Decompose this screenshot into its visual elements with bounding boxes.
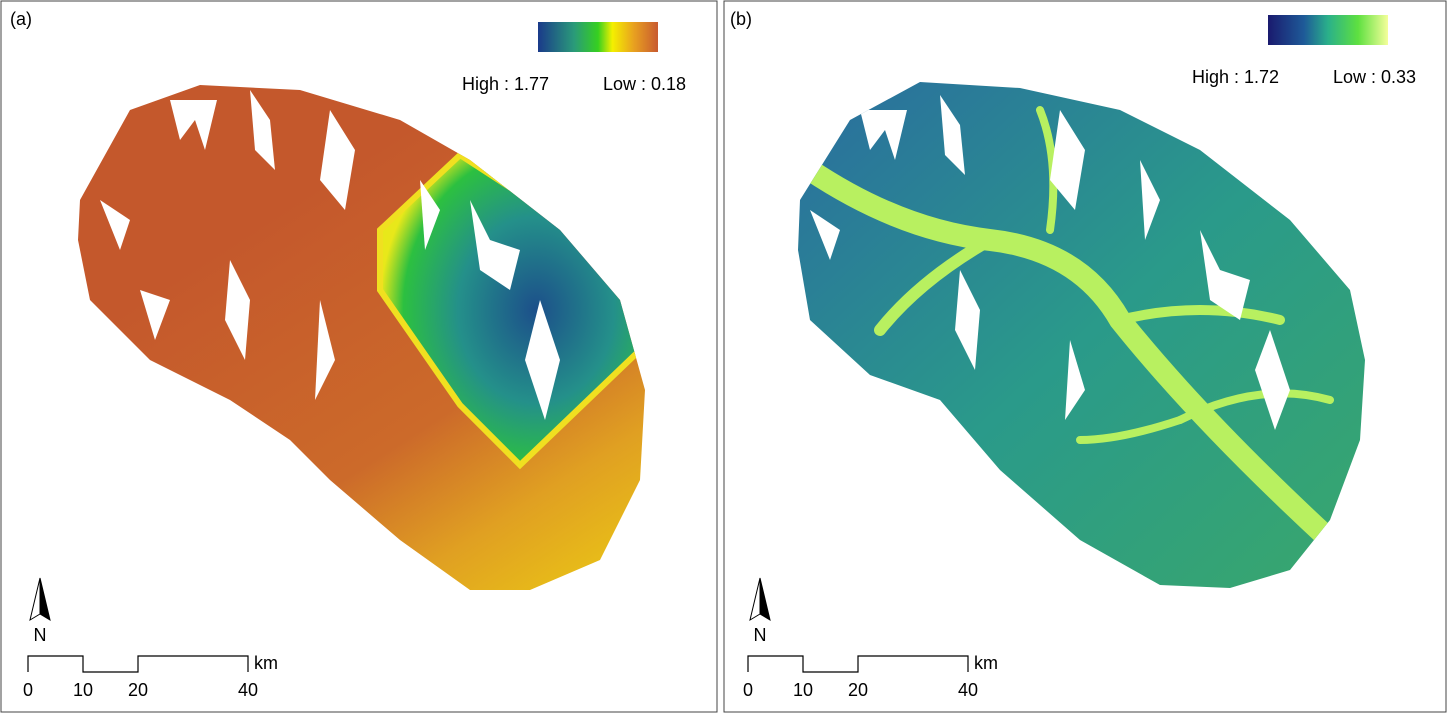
north-arrow	[39, 577, 51, 622]
legend-high: High : 1.77	[462, 74, 549, 94]
legend-high: High : 1.72	[1192, 67, 1279, 87]
north-arrow	[29, 577, 41, 622]
panel-frame	[723, 0, 1447, 713]
scale-bar	[27, 655, 249, 673]
scale-label: 40	[238, 680, 258, 700]
scale-label: 20	[848, 680, 868, 700]
north-label: N	[754, 625, 767, 645]
scale-label: 40	[958, 680, 978, 700]
legend-ramp	[538, 22, 658, 52]
scale-unit: km	[254, 653, 278, 673]
panel-label: (b)	[730, 9, 752, 29]
scale-label: 0	[743, 680, 753, 700]
scale-label: 10	[73, 680, 93, 700]
panel-frame	[0, 0, 718, 713]
scale-bar	[747, 655, 969, 673]
raster-map	[798, 82, 1365, 588]
scale-label: 20	[128, 680, 148, 700]
raster-map	[78, 85, 645, 590]
scale-label: 10	[793, 680, 813, 700]
north-arrow	[749, 577, 761, 622]
legend-ramp	[1268, 15, 1388, 45]
panel-label: (a)	[10, 9, 32, 29]
legend-low: Low : 0.33	[1333, 67, 1416, 87]
scale-label: 0	[23, 680, 33, 700]
north-label: N	[34, 625, 47, 645]
scale-unit: km	[974, 653, 998, 673]
legend-low: Low : 0.18	[603, 74, 686, 94]
north-arrow	[759, 577, 771, 622]
